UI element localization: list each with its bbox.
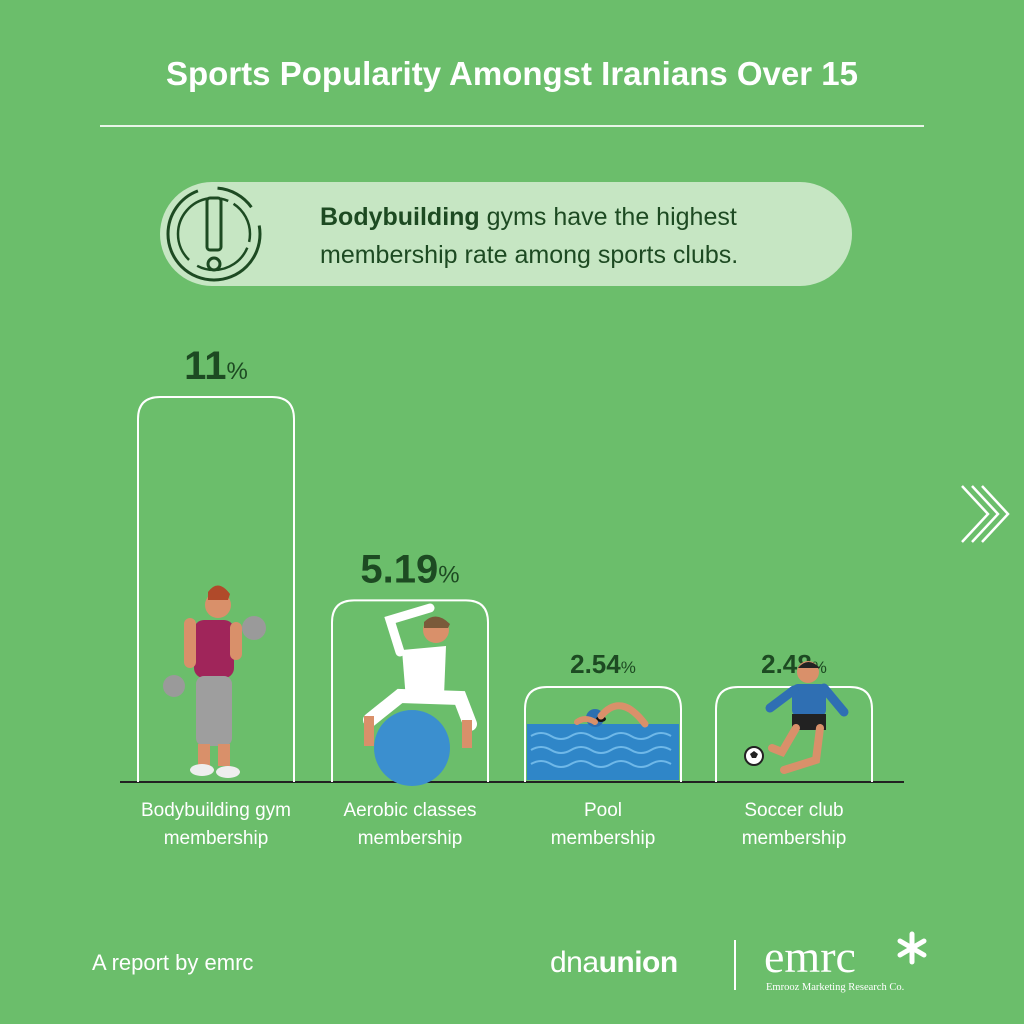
- category-label-line: Soccer club: [744, 800, 844, 821]
- data-label-3: 2.54%: [570, 649, 636, 679]
- callout-text: Bodybuilding gyms have the highest membe…: [320, 198, 820, 274]
- category-label-line: membership: [163, 828, 269, 849]
- category-label-4: Soccer club membership: [704, 797, 884, 853]
- soccer-player-icon: [744, 661, 849, 774]
- bar-1: [137, 396, 295, 782]
- category-label-line: Bodybuilding gym: [141, 800, 291, 821]
- emrc-logo-sub: Emrooz Marketing Research Co.: [766, 982, 904, 993]
- category-label-line: membership: [357, 828, 463, 849]
- data-label-2: 5.19%: [360, 547, 459, 591]
- category-label-3: Pool membership: [513, 797, 693, 853]
- emrc-logo: emrc Emrooz Marketing Research Co.: [764, 931, 927, 993]
- dnaunion-logo: dnaunion: [550, 946, 678, 980]
- emrc-logo-name: emrc: [764, 931, 856, 982]
- callout-line2: membership rate among sports clubs.: [320, 241, 739, 269]
- swimmer-icon: [527, 702, 679, 780]
- bodybuilder-icon: [163, 585, 266, 778]
- aerobic-ball-icon: [363, 603, 477, 786]
- alert-icon: [166, 186, 262, 282]
- asterisk-icon: [897, 931, 927, 965]
- page-title: Sports Popularity Amongst Iranians Over …: [166, 55, 858, 92]
- insight-callout: Bodybuilding gyms have the highest membe…: [160, 182, 852, 286]
- title-divider: [100, 125, 924, 127]
- category-label-2: Aerobic classes membership: [320, 797, 500, 853]
- bar-3: [524, 686, 682, 782]
- category-label-1: Bodybuilding gym membership: [126, 797, 306, 853]
- category-label-line: Pool: [583, 800, 623, 821]
- report-credit: A report by emrc: [92, 950, 254, 975]
- callout-highlight: Bodybuilding: [320, 203, 480, 231]
- category-label-line: Aerobic classes: [343, 800, 477, 821]
- logo-dna-light: dna: [550, 946, 599, 979]
- category-label-line: membership: [741, 828, 847, 849]
- category-label-line: membership: [550, 828, 656, 849]
- data-label-1: 11%: [184, 344, 248, 388]
- chevron-right-icon[interactable]: [958, 478, 1014, 550]
- logo-separator: [734, 940, 736, 990]
- callout-line1: gyms have the highest: [479, 203, 737, 231]
- logo-dna-bold: union: [598, 946, 679, 979]
- bar-2: [331, 599, 489, 782]
